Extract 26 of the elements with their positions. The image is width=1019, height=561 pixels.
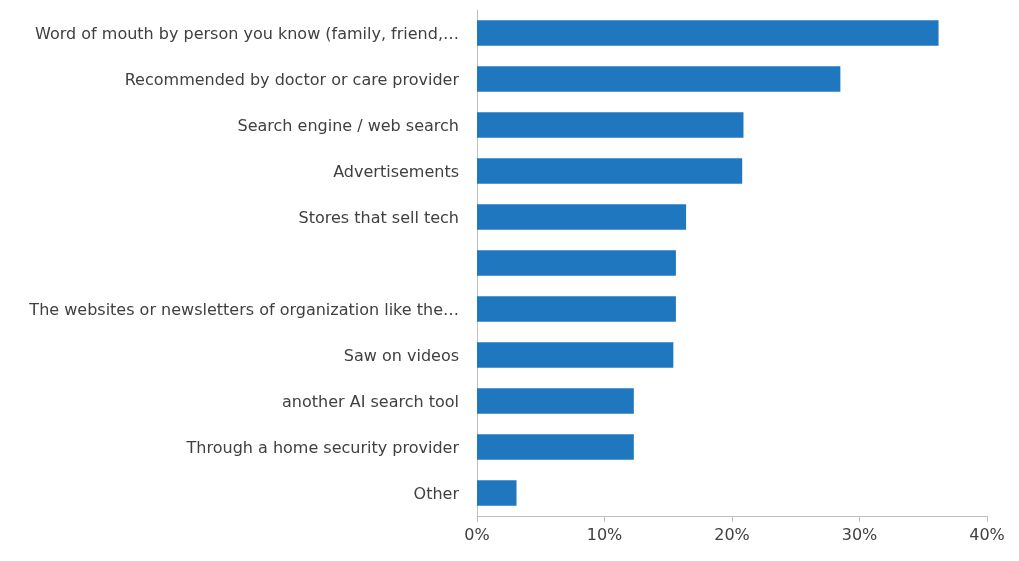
- y-tick-label: Word of mouth by person you know (family, friend,…: [35, 23, 459, 43]
- x-tick-label: 30%: [841, 524, 878, 544]
- bar: [477, 480, 517, 506]
- x-tick-label: 10%: [586, 524, 623, 544]
- bar: [477, 388, 634, 414]
- bar: [477, 250, 676, 276]
- bar: [477, 204, 687, 230]
- bar: [477, 434, 634, 460]
- bar: [477, 296, 676, 322]
- bar: [477, 112, 744, 138]
- bar: [477, 342, 674, 368]
- x-tick-label: 20%: [714, 524, 750, 544]
- y-tick-label: Search engine / web search: [237, 115, 459, 135]
- y-tick-label: Advertisements: [333, 161, 459, 181]
- bar: [477, 66, 841, 92]
- y-tick-label: Through a home security provider: [185, 437, 460, 457]
- bar: [477, 158, 743, 184]
- y-tick-label: another AI search tool: [282, 391, 459, 411]
- y-tick-label: Stores that sell tech: [298, 207, 459, 227]
- y-tick-label: The websites or newsletters of organization like the…: [28, 299, 459, 319]
- y-tick-label: Other: [413, 483, 460, 503]
- bar: [477, 20, 939, 46]
- y-tick-label: Saw on videos: [343, 345, 459, 365]
- x-tick-label: 40%: [969, 524, 1005, 544]
- y-tick-label: Recommended by doctor or care provider: [124, 69, 460, 89]
- x-tick-label: 0%: [464, 524, 490, 544]
